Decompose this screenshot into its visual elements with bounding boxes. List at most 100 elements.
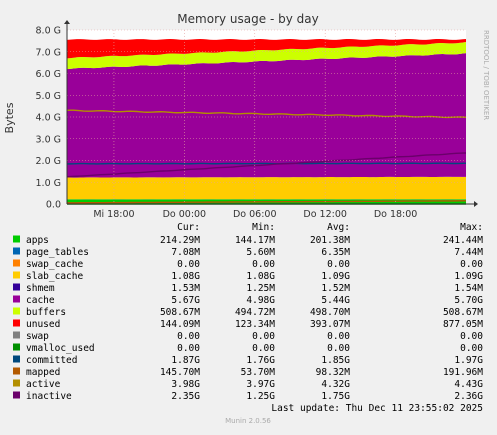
legend-name: inactive xyxy=(26,391,72,402)
legend-swatch xyxy=(13,272,20,279)
legend-value: 494.72M xyxy=(235,307,275,318)
legend-swatch xyxy=(13,296,20,303)
legend-value: 1.08G xyxy=(171,271,200,282)
y-tick-label: 4.0 G xyxy=(36,113,62,124)
last-update: Last update: Thu Dec 11 23:55:02 2025 xyxy=(271,403,483,414)
legend-value: 1.75G xyxy=(321,391,350,402)
legend-value: 1.97G xyxy=(454,355,483,366)
y-axis-arrow xyxy=(64,20,70,24)
legend-value: 1.52M xyxy=(321,283,350,294)
legend-name: slab_cache xyxy=(26,271,83,282)
legend-value: 3.97G xyxy=(246,379,275,390)
legend-value: 144.09M xyxy=(160,319,200,330)
legend-value: 0.00 xyxy=(252,343,275,354)
legend-value: 214.29M xyxy=(160,235,200,246)
y-tick-label: 8.0 G xyxy=(36,26,62,37)
legend-value: 0.00 xyxy=(327,343,350,354)
legend-value: 5.70G xyxy=(454,295,483,306)
rrdtool-credit: RRDTOOL / TOBI OETIKER xyxy=(482,30,490,120)
legend-name: unused xyxy=(26,319,60,330)
legend-value: 7.44M xyxy=(454,247,483,258)
legend-swatch xyxy=(13,344,20,351)
legend-value: 123.34M xyxy=(235,319,275,330)
legend-swatch xyxy=(13,248,20,255)
line-committed xyxy=(67,163,466,164)
legend-value: 1.54M xyxy=(454,283,483,294)
legend-value: 5.67G xyxy=(171,295,200,306)
legend-value: 0.00 xyxy=(177,259,200,270)
legend-value: 0.00 xyxy=(177,331,200,342)
legend-value: 2.35G xyxy=(171,391,200,402)
legend-value: 5.60M xyxy=(246,247,275,258)
area-slab_cache xyxy=(67,177,466,199)
legend-swatch xyxy=(13,356,20,363)
legend-value: 877.05M xyxy=(443,319,483,330)
legend-name: buffers xyxy=(26,307,66,318)
munin-version: Munin 2.0.56 xyxy=(225,417,271,425)
legend-swatch xyxy=(13,308,20,315)
legend-swatch xyxy=(13,332,20,339)
legend-header: Avg: xyxy=(327,222,350,233)
y-tick-label: 2.0 G xyxy=(36,156,62,167)
legend-name: swap xyxy=(26,331,49,342)
legend-value: 393.07M xyxy=(310,319,350,330)
legend-value: 1.25G xyxy=(246,391,275,402)
legend-value: 1.53M xyxy=(171,283,200,294)
legend-value: 0.00 xyxy=(252,259,275,270)
legend-value: 7.08M xyxy=(171,247,200,258)
legend-value: 4.98G xyxy=(246,295,275,306)
legend-value: 1.76G xyxy=(246,355,275,366)
legend-value: 0.00 xyxy=(327,259,350,270)
legend-swatch xyxy=(13,284,20,291)
legend-name: mapped xyxy=(26,367,60,378)
area-cache xyxy=(67,53,466,177)
legend-name: vmalloc_used xyxy=(26,343,95,354)
legend-value: 0.00 xyxy=(460,343,483,354)
legend-value: 241.44M xyxy=(443,235,483,246)
legend-value: 144.17M xyxy=(235,235,275,246)
legend-name: page_tables xyxy=(26,247,89,258)
legend-value: 0.00 xyxy=(460,259,483,270)
legend-value: 1.85G xyxy=(321,355,350,366)
legend-header: Max: xyxy=(460,222,483,233)
x-tick-label: Mi 18:00 xyxy=(93,209,134,220)
y-axis-label: Bytes xyxy=(3,102,16,133)
legend-name: committed xyxy=(26,355,77,366)
legend-value: 0.00 xyxy=(460,331,483,342)
legend-value: 1.08G xyxy=(246,271,275,282)
legend-value: 145.70M xyxy=(160,367,200,378)
x-tick-label: Do 18:00 xyxy=(374,209,418,220)
legend-swatch xyxy=(13,260,20,267)
legend-value: 5.44G xyxy=(321,295,350,306)
legend-value: 53.70M xyxy=(241,367,276,378)
legend-swatch xyxy=(13,380,20,387)
legend-name: swap_cache xyxy=(26,259,83,270)
legend-value: 191.96M xyxy=(443,367,483,378)
legend-name: shmem xyxy=(26,283,55,294)
legend-value: 0.00 xyxy=(177,343,200,354)
chart-title: Memory usage - by day xyxy=(177,12,318,26)
legend-value: 4.32G xyxy=(321,379,350,390)
y-tick-label: 7.0 G xyxy=(36,47,62,58)
legend-value: 1.87G xyxy=(171,355,200,366)
legend-value: 98.32M xyxy=(316,367,351,378)
legend-value: 508.67M xyxy=(443,307,483,318)
legend-swatch xyxy=(13,320,20,327)
legend-name: active xyxy=(26,379,61,390)
legend-value: 1.09G xyxy=(454,271,483,282)
legend-swatch xyxy=(13,236,20,243)
y-tick-label: 5.0 G xyxy=(36,91,62,102)
legend-value: 1.25M xyxy=(246,283,275,294)
legend-name: cache xyxy=(26,295,55,306)
legend-value: 1.09G xyxy=(321,271,350,282)
y-tick-label: 0.0 xyxy=(46,200,61,211)
legend-value: 3.98G xyxy=(171,379,200,390)
y-tick-label: 3.0 G xyxy=(36,134,62,145)
legend-value: 4.43G xyxy=(454,379,483,390)
legend-value: 508.67M xyxy=(160,307,200,318)
legend-swatch xyxy=(13,368,20,375)
legend-swatch xyxy=(13,392,20,399)
